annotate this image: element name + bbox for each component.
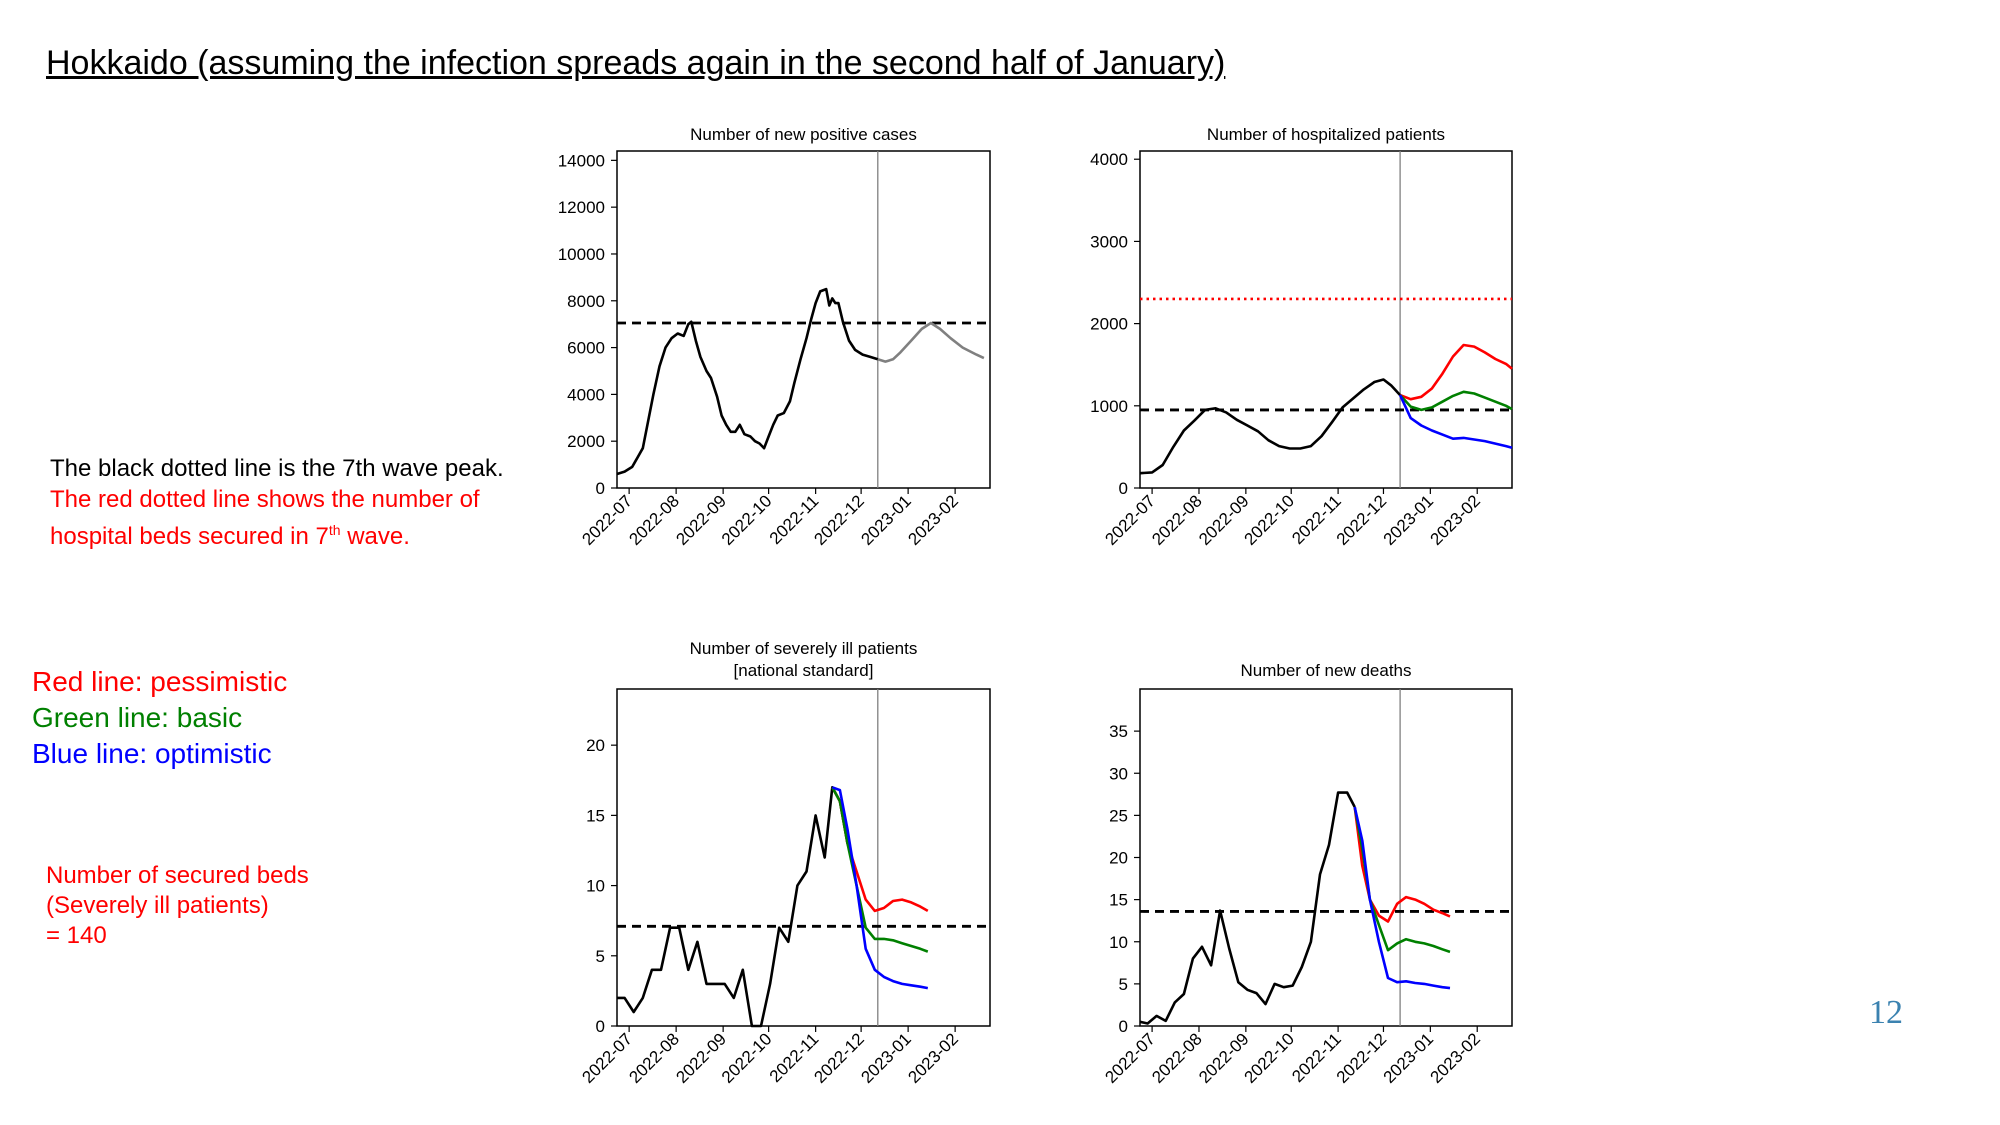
x-tick-label: 2022-07: [1101, 1029, 1159, 1087]
series-line-black: [617, 785, 849, 1028]
y-tick-label: 2000: [567, 432, 605, 451]
y-tick-label: 12000: [558, 198, 605, 217]
y-tick-label: 30: [1109, 764, 1128, 783]
series-line-blue: [1353, 806, 1451, 990]
chart-title: Number of new deaths: [1240, 661, 1411, 680]
y-tick-label: 15: [586, 806, 605, 825]
y-tick-label: 2000: [1090, 315, 1128, 334]
y-tick-label: 3000: [1090, 232, 1128, 251]
x-tick-label: 2023-02: [1426, 1029, 1484, 1087]
y-tick-label: 20: [586, 736, 605, 755]
x-tick-label: 2022-10: [1240, 1029, 1298, 1087]
slide-title: Hokkaido (assuming the infection spreads…: [46, 44, 1226, 82]
plot-frame: [616, 688, 991, 1027]
plot-frame: [1139, 150, 1513, 489]
plot-frame: [616, 150, 991, 489]
series-line-gray: [877, 321, 985, 363]
note-red-line-2: hospital beds secured in 7th wave.: [50, 515, 504, 552]
y-tick-label: 15: [1109, 891, 1128, 910]
chart-title-line-1: Number of severely ill patients: [690, 639, 918, 658]
y-tick-label: 4000: [567, 385, 605, 404]
legend-red: Red line: pessimistic: [32, 666, 288, 697]
note-black-line: The black dotted line is the 7th wave pe…: [50, 455, 504, 482]
chart-title-line-2: [national standard]: [734, 661, 874, 680]
y-tick-label: 1000: [1090, 397, 1128, 416]
series-line-blue: [1398, 394, 1513, 449]
note-red-line-2-suffix: wave.: [340, 523, 410, 550]
series-line-black: [1139, 791, 1356, 1025]
y-tick-label: 0: [596, 479, 605, 498]
y-tick-label: 0: [1119, 1017, 1128, 1036]
scenario-legend: Red line: pessimistic Green line: basic …: [32, 664, 287, 772]
y-tick-label: 10: [586, 877, 605, 896]
reference-line-note: The black dotted line is the 7th wave pe…: [50, 453, 504, 552]
note-red-line-2-sup: th: [328, 522, 341, 538]
y-tick-label: 8000: [567, 292, 605, 311]
beds-line-3: = 140: [46, 922, 107, 949]
series-line-green: [1353, 806, 1451, 954]
y-tick-label: 20: [1109, 849, 1128, 868]
note-red-line-2-prefix: hospital beds secured in 7: [50, 523, 329, 550]
legend-blue: Blue line: optimistic: [32, 738, 272, 769]
y-tick-label: 0: [1119, 479, 1128, 498]
y-tick-label: 4000: [1090, 150, 1128, 169]
y-tick-label: 35: [1109, 722, 1128, 741]
beds-line-2: (Severely ill patients): [46, 892, 269, 919]
page-number: 12: [1869, 994, 1903, 1031]
series-line-red: [1399, 343, 1513, 401]
series-line-black: [616, 287, 879, 476]
chart-title: Number of new positive cases: [690, 125, 917, 144]
series-line-green: [1399, 390, 1513, 412]
y-tick-label: 6000: [567, 339, 605, 358]
x-tick-label: 2023-01: [1380, 1029, 1438, 1087]
y-tick-label: 10: [1109, 933, 1128, 952]
secured-beds-note: Number of secured beds (Severely ill pat…: [46, 861, 309, 951]
series-line-blue: [831, 786, 929, 990]
y-tick-label: 0: [596, 1017, 605, 1036]
beds-line-1: Number of secured beds: [46, 862, 309, 889]
x-tick-label: 2022-08: [1148, 1029, 1206, 1087]
note-red-line-1: The red dotted line shows the number of: [50, 486, 480, 513]
series-line-black: [1139, 378, 1402, 475]
y-tick-label: 25: [1109, 806, 1128, 825]
y-tick-label: 10000: [558, 245, 605, 264]
y-tick-label: 5: [596, 947, 605, 966]
series-line-red: [1353, 806, 1451, 923]
legend-green: Green line: basic: [32, 702, 243, 733]
chart-title: Number of hospitalized patients: [1207, 125, 1445, 144]
y-tick-label: 5: [1119, 975, 1128, 994]
y-tick-label: 14000: [558, 151, 605, 170]
x-tick-label: 2022-12: [1333, 1029, 1391, 1087]
series-line-green: [831, 786, 929, 953]
